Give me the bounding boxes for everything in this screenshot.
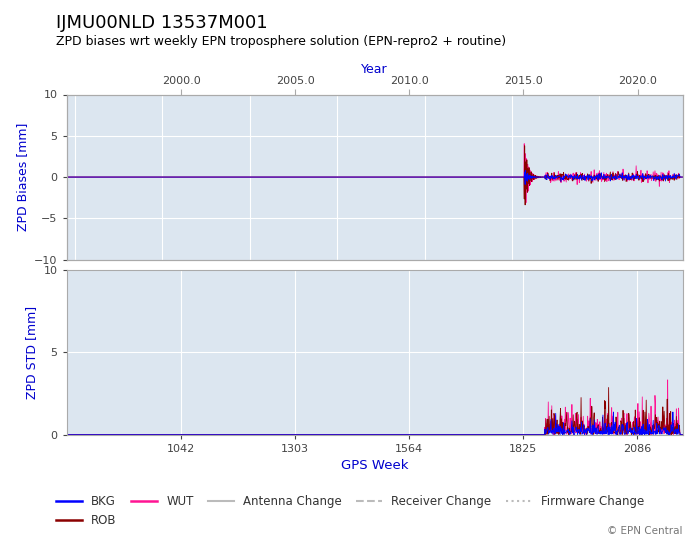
Text: ZPD biases wrt weekly EPN troposphere solution (EPN-repro2 + routine): ZPD biases wrt weekly EPN troposphere so… [56, 35, 506, 48]
Y-axis label: ZPD STD [mm]: ZPD STD [mm] [25, 306, 38, 399]
Legend: BKG, ROB, WUT, Antenna Change, Receiver Change, Firmware Change: BKG, ROB, WUT, Antenna Change, Receiver … [51, 490, 649, 531]
Text: © EPN Central: © EPN Central [607, 525, 682, 536]
X-axis label: Year: Year [361, 63, 388, 76]
Text: IJMU00NLD 13537M001: IJMU00NLD 13537M001 [56, 14, 267, 31]
Y-axis label: ZPD Biases [mm]: ZPD Biases [mm] [15, 123, 29, 231]
X-axis label: GPS Week: GPS Week [341, 460, 408, 472]
